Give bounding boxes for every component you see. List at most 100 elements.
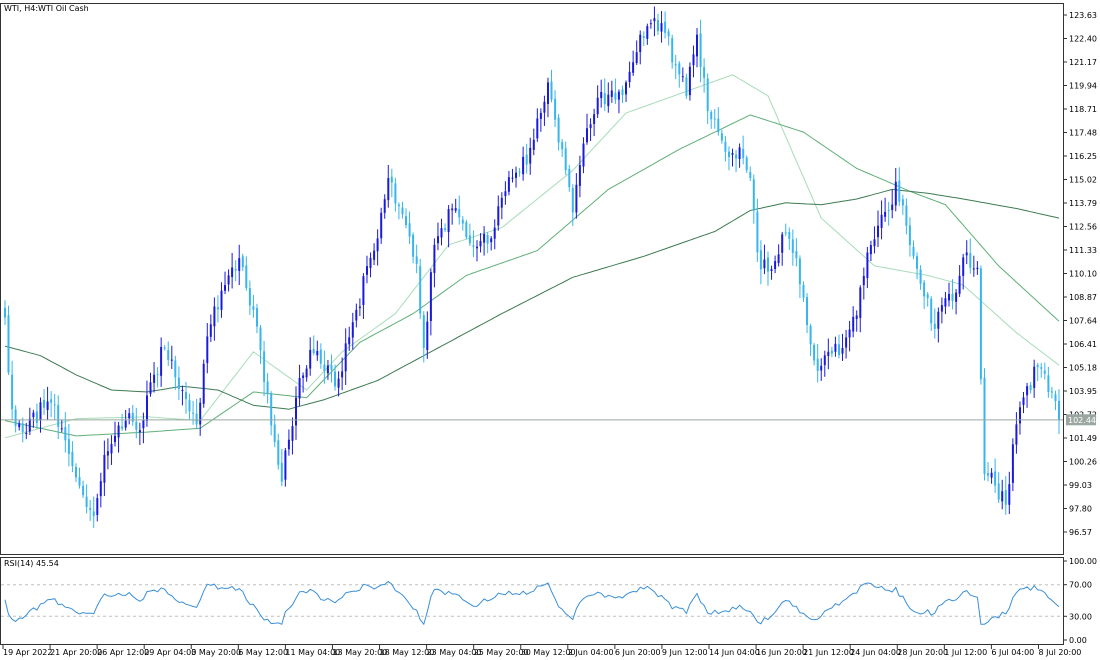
- candle-body: [898, 180, 901, 202]
- candle: [969, 238, 972, 274]
- candle: [277, 433, 280, 470]
- candle-body: [795, 251, 798, 259]
- candle-body: [380, 212, 383, 239]
- candle-body: [685, 77, 688, 96]
- candle: [1022, 391, 1025, 414]
- candle: [476, 240, 478, 262]
- candle-body: [1004, 490, 1007, 505]
- candle-body: [983, 377, 986, 475]
- candle-body: [699, 33, 702, 67]
- candle: [358, 298, 361, 317]
- candle: [46, 386, 49, 420]
- candle-body: [319, 349, 322, 364]
- candle-body: [422, 315, 425, 348]
- candle-body: [454, 208, 457, 211]
- moving-average-1: [4, 74, 1060, 439]
- candle: [688, 62, 691, 101]
- candle: [128, 408, 131, 425]
- candle: [465, 219, 468, 240]
- candle-body: [948, 294, 950, 301]
- candle-body: [415, 256, 418, 264]
- candle-body: [688, 66, 691, 96]
- candle: [209, 314, 212, 342]
- candle: [57, 395, 60, 440]
- candle-body: [816, 358, 819, 371]
- candle: [728, 146, 730, 171]
- candle: [376, 229, 379, 266]
- candle: [586, 113, 588, 145]
- candle-body: [408, 223, 411, 237]
- candle: [60, 419, 63, 433]
- candle: [646, 23, 649, 45]
- time-tick-label: 26 Apr 12:00: [97, 648, 149, 657]
- candle-body: [476, 246, 478, 249]
- candle: [511, 168, 514, 183]
- candle-body: [177, 377, 180, 389]
- candle-body: [401, 207, 404, 215]
- candle: [699, 19, 702, 83]
- candle: [390, 168, 393, 198]
- candle-body: [841, 348, 844, 354]
- candle-body: [483, 234, 486, 243]
- rsi-panel[interactable]: [0, 557, 1064, 645]
- candle: [188, 393, 191, 420]
- candle-body: [511, 177, 514, 179]
- candle: [75, 463, 77, 482]
- candle: [433, 238, 436, 288]
- candle: [706, 73, 709, 125]
- candle-body: [46, 401, 49, 410]
- candle-body: [128, 413, 131, 419]
- candle-body: [429, 272, 432, 321]
- candle: [312, 335, 315, 356]
- candle-body: [681, 76, 684, 78]
- candle: [713, 109, 716, 129]
- candle-body: [692, 54, 695, 66]
- candle: [635, 40, 638, 65]
- candle: [1004, 476, 1007, 515]
- candle: [681, 67, 684, 83]
- rsi-tick-label: 0.00: [1069, 636, 1087, 645]
- price-tick-label: 101.49: [1069, 434, 1097, 443]
- candle-body: [561, 142, 564, 150]
- candle-body: [351, 322, 354, 338]
- price-axis[interactable]: 123.63 122.40 121.17 119.94 118.71 117.48 116.…: [1063, 11, 1097, 537]
- candle-body: [362, 276, 365, 305]
- candle-body: [114, 435, 116, 443]
- candle-body: [582, 143, 585, 167]
- candle-body: [706, 78, 709, 112]
- candle-body: [89, 508, 92, 510]
- candle: [330, 354, 333, 383]
- main-price-panel[interactable]: [0, 3, 1064, 555]
- candle: [933, 308, 936, 339]
- candle-body: [774, 261, 777, 269]
- candle-body: [78, 477, 81, 486]
- candle-body: [53, 404, 56, 406]
- candle-body: [969, 253, 972, 268]
- candle: [181, 385, 184, 406]
- candle: [575, 173, 578, 219]
- candle: [50, 391, 53, 418]
- candle: [28, 407, 31, 435]
- candle: [962, 253, 965, 290]
- candle-body: [50, 399, 53, 403]
- candle-body: [500, 197, 503, 208]
- candle: [816, 343, 819, 383]
- time-tick-label: 21 Jun 12:00: [803, 648, 854, 657]
- candle: [206, 323, 209, 374]
- candle-body: [192, 412, 195, 414]
- candle-body: [160, 347, 163, 376]
- candle: [287, 429, 290, 456]
- candle-body: [461, 219, 464, 224]
- candle: [649, 19, 652, 29]
- candle-body: [859, 287, 862, 318]
- time-tick-label: 6 May 12:00: [238, 648, 288, 657]
- candle: [174, 355, 177, 390]
- candle: [43, 389, 45, 415]
- current-price-tag: 102.44: [1066, 414, 1096, 426]
- candle: [362, 273, 365, 319]
- candle-body: [987, 473, 989, 476]
- candle-body: [720, 133, 723, 141]
- candle-body: [522, 156, 525, 175]
